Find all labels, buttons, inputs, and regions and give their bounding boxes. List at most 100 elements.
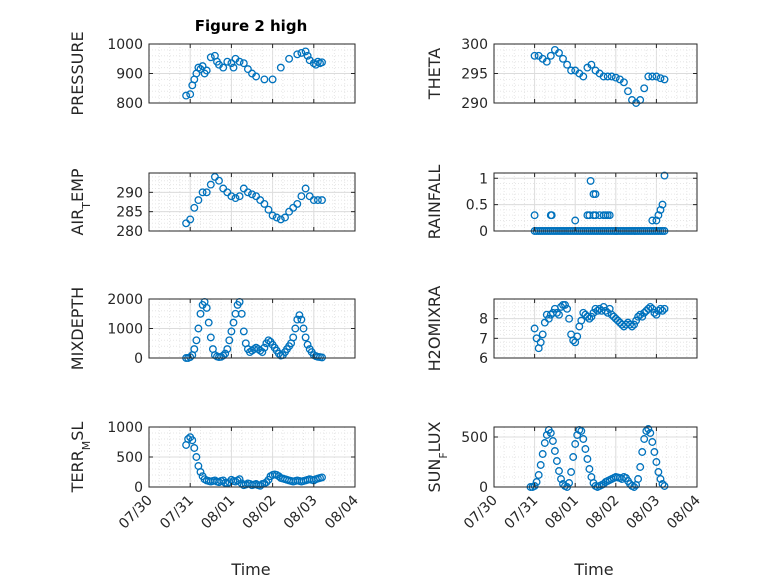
data-point	[587, 312, 596, 321]
data-point	[559, 54, 567, 63]
data-point	[190, 203, 199, 212]
axes-background	[494, 173, 697, 231]
y-axis-label: RAINFALL	[425, 165, 444, 240]
data-point	[299, 324, 308, 333]
data-point	[223, 188, 232, 197]
data-point	[262, 478, 271, 487]
data-point	[548, 437, 557, 445]
data-point	[196, 309, 205, 318]
data-point	[660, 482, 669, 490]
data-point	[291, 324, 300, 333]
data-point	[530, 211, 539, 220]
data-points	[526, 425, 669, 491]
y-axis-label-main: TERR	[68, 450, 87, 493]
data-point	[573, 332, 582, 341]
data-point	[603, 72, 612, 81]
data-point	[229, 63, 238, 72]
y-tick-label: 2000	[107, 292, 143, 308]
data-point	[534, 471, 543, 479]
x-tick-label: 08/04	[664, 492, 704, 532]
data-point	[313, 196, 322, 205]
data-point	[587, 60, 596, 69]
data-point	[274, 472, 283, 481]
y-tick-label: 0	[134, 480, 143, 496]
data-point	[563, 60, 572, 69]
x-tick-label: 08/03	[281, 493, 321, 533]
data-point	[565, 479, 574, 487]
data-point	[660, 171, 669, 180]
data-point	[648, 438, 657, 446]
data-point	[301, 47, 310, 56]
data-point	[313, 57, 322, 66]
data-point	[301, 184, 310, 193]
data-point	[626, 320, 634, 329]
y-axis-label-main: PRESSURE	[68, 31, 87, 115]
data-point	[318, 58, 326, 67]
data-point	[586, 176, 595, 185]
data-point	[182, 219, 191, 228]
data-point	[555, 467, 563, 475]
data-point	[542, 57, 551, 66]
data-point	[186, 90, 195, 99]
data-point	[555, 310, 563, 319]
data-point	[530, 51, 539, 60]
y-tick-label: 800	[116, 96, 143, 112]
data-point	[252, 192, 261, 201]
data-point	[660, 75, 669, 84]
data-point	[318, 353, 326, 362]
x-tick-label: 07/31	[157, 493, 197, 533]
y-axis-label-main: RAINFALL	[425, 165, 444, 240]
y-axis-label: TERRMSL	[68, 422, 93, 494]
y-tick-label: 290	[116, 185, 143, 201]
x-tick-label: 08/01	[198, 493, 238, 533]
data-point	[202, 303, 211, 312]
data-point	[194, 324, 203, 333]
data-point	[611, 73, 620, 82]
y-tick-label: 1000	[107, 37, 143, 53]
data-point	[206, 180, 215, 189]
data-point	[202, 188, 211, 197]
data-point	[182, 91, 191, 100]
data-point	[293, 315, 302, 324]
y-tick-label: 280	[116, 224, 143, 240]
data-point	[190, 345, 199, 354]
y-tick-label: 0.5	[466, 198, 488, 214]
data-point	[658, 200, 667, 209]
data-point	[650, 308, 659, 317]
data-point	[628, 322, 636, 331]
y-tick-label: 8	[479, 312, 488, 328]
data-point	[563, 304, 572, 313]
data-point	[252, 72, 261, 81]
data-point	[603, 308, 612, 317]
data-point	[256, 481, 265, 490]
y-tick-label: 1000	[107, 322, 143, 338]
data-point	[636, 463, 645, 471]
subplot-7: 0 500 1000 07/30 07/31 08/01 08/02 08/03 08/04 TE…	[68, 420, 362, 579]
axes-box	[493, 172, 698, 232]
data-point	[206, 333, 215, 342]
data-point	[609, 312, 618, 321]
data-point	[640, 84, 649, 93]
x-tick-label: 07/30	[461, 493, 501, 533]
data-point	[538, 450, 547, 458]
data-point	[264, 205, 273, 214]
y-axis-label-main: SUN	[425, 459, 444, 493]
subplot-1: 800 900 1000 PRESSURE	[68, 31, 356, 116]
data-point	[318, 473, 326, 482]
data-point	[652, 310, 661, 319]
data-points	[182, 172, 326, 228]
data-point	[547, 211, 556, 220]
data-point	[285, 54, 294, 63]
data-point	[188, 436, 197, 445]
data-point	[305, 192, 314, 201]
data-point	[186, 353, 195, 362]
data-point	[215, 176, 223, 185]
data-point	[591, 211, 600, 220]
data-point	[642, 427, 651, 435]
data-point	[532, 478, 541, 486]
data-point	[640, 308, 649, 317]
data-point	[227, 59, 236, 68]
data-point	[276, 63, 285, 72]
y-axis-label: AIRTEMP	[68, 168, 93, 235]
